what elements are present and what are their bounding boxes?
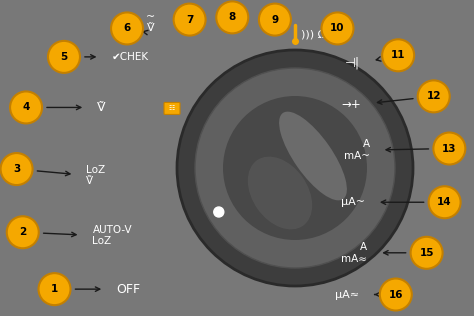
Circle shape xyxy=(7,216,39,248)
Text: OFF: OFF xyxy=(116,283,140,296)
Text: 11: 11 xyxy=(391,50,405,60)
Circle shape xyxy=(223,96,367,240)
Ellipse shape xyxy=(248,157,312,229)
FancyBboxPatch shape xyxy=(164,102,180,114)
Text: A
mA≈: A mA≈ xyxy=(341,242,367,264)
Circle shape xyxy=(10,91,42,124)
Text: ))) Ω: ))) Ω xyxy=(301,29,326,40)
Text: ✔CHEK: ✔CHEK xyxy=(111,52,148,62)
Text: ~
Ṽ: ~ Ṽ xyxy=(146,12,155,33)
Text: 5: 5 xyxy=(60,52,68,62)
Circle shape xyxy=(321,12,354,45)
Circle shape xyxy=(0,153,33,185)
Text: 14: 14 xyxy=(438,197,452,207)
Text: LoZ
Ṽ: LoZ Ṽ xyxy=(86,165,105,186)
Circle shape xyxy=(380,278,412,311)
Circle shape xyxy=(214,207,224,217)
Text: V̅: V̅ xyxy=(228,20,236,33)
Circle shape xyxy=(259,3,291,36)
Circle shape xyxy=(382,39,414,71)
Text: mṼ: mṼ xyxy=(183,20,203,33)
Text: 4: 4 xyxy=(22,102,30,112)
Text: 2: 2 xyxy=(19,227,27,237)
Text: 9: 9 xyxy=(271,15,279,25)
Ellipse shape xyxy=(279,112,347,200)
Text: 10: 10 xyxy=(330,23,345,33)
Text: mV̅: mV̅ xyxy=(261,20,281,33)
Text: 1: 1 xyxy=(51,284,58,294)
Circle shape xyxy=(433,132,465,165)
Circle shape xyxy=(111,12,143,45)
Text: 3: 3 xyxy=(13,164,20,174)
Circle shape xyxy=(418,80,450,112)
Circle shape xyxy=(410,237,443,269)
Text: ☷: ☷ xyxy=(169,106,175,112)
Text: Ṽ: Ṽ xyxy=(97,101,106,114)
Text: 7: 7 xyxy=(186,15,193,25)
Text: →+: →+ xyxy=(341,98,361,111)
Text: μA≈: μA≈ xyxy=(335,289,359,300)
Text: 16: 16 xyxy=(389,289,403,300)
Circle shape xyxy=(216,1,248,33)
Circle shape xyxy=(195,68,395,268)
Text: 15: 15 xyxy=(419,248,434,258)
Circle shape xyxy=(173,3,206,36)
Circle shape xyxy=(48,41,80,73)
Text: μA~: μA~ xyxy=(341,197,365,207)
Circle shape xyxy=(177,50,413,286)
Text: 6: 6 xyxy=(123,23,131,33)
Text: 12: 12 xyxy=(427,91,441,101)
Text: 13: 13 xyxy=(442,143,456,154)
Text: ⊣|: ⊣| xyxy=(345,57,360,70)
Text: 8: 8 xyxy=(228,12,236,22)
Text: A
mA~: A mA~ xyxy=(344,139,370,161)
Circle shape xyxy=(38,273,71,305)
Text: AUTO-V
LoZ: AUTO-V LoZ xyxy=(92,225,132,246)
Circle shape xyxy=(428,186,461,218)
